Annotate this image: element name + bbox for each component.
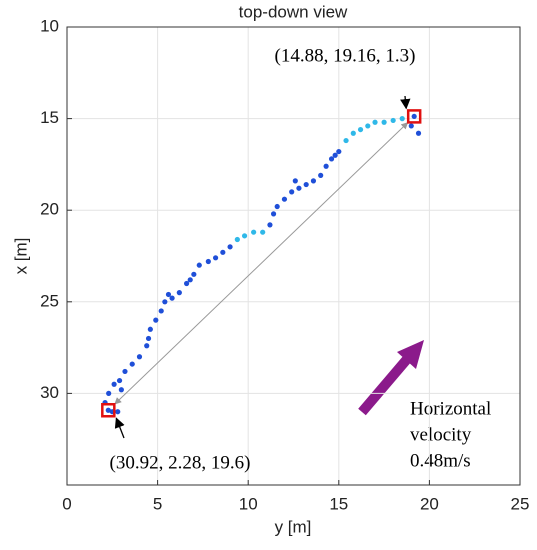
point bbox=[115, 409, 121, 415]
point bbox=[332, 152, 338, 158]
x-axis-label: y [m] bbox=[275, 517, 312, 536]
x-tick-label: 15 bbox=[329, 494, 348, 513]
point bbox=[111, 381, 117, 387]
point bbox=[205, 258, 211, 265]
x-tick-label: 20 bbox=[420, 494, 439, 513]
point bbox=[251, 229, 257, 235]
highlight-box bbox=[406, 109, 422, 124]
velocity-label: 0.48m/s bbox=[410, 450, 471, 471]
velocity-label: Horizontal bbox=[410, 398, 491, 419]
point bbox=[357, 126, 364, 133]
connector-arrow bbox=[114, 122, 409, 405]
point bbox=[234, 236, 240, 243]
point bbox=[381, 119, 387, 125]
point bbox=[122, 368, 128, 375]
point bbox=[153, 317, 159, 323]
point bbox=[241, 233, 248, 239]
point bbox=[350, 130, 356, 136]
point bbox=[162, 299, 168, 305]
x-tick-label: 10 bbox=[239, 494, 258, 513]
point bbox=[372, 119, 378, 125]
point bbox=[296, 185, 302, 191]
point bbox=[169, 295, 175, 301]
velocity-arrow-shaft bbox=[358, 354, 412, 416]
point bbox=[408, 123, 414, 129]
y-tick-label: 25 bbox=[40, 291, 59, 310]
point bbox=[292, 178, 298, 184]
x-tick-label: 5 bbox=[153, 494, 162, 513]
chart-title: top-down view bbox=[239, 2, 348, 21]
highlight-point bbox=[411, 113, 417, 120]
point bbox=[220, 249, 226, 255]
point bbox=[415, 130, 422, 136]
y-axis-label: x [m] bbox=[11, 238, 30, 275]
annotation: (30.92, 2.28, 19.6) bbox=[110, 452, 251, 473]
y-tick-label: 20 bbox=[40, 200, 59, 219]
point bbox=[196, 262, 202, 268]
point bbox=[227, 244, 233, 250]
point bbox=[191, 271, 197, 277]
point bbox=[176, 290, 182, 296]
point bbox=[212, 255, 219, 261]
point bbox=[270, 211, 277, 217]
point bbox=[116, 377, 123, 384]
highlight-box bbox=[101, 403, 116, 418]
point bbox=[310, 178, 317, 184]
point bbox=[318, 172, 324, 178]
point bbox=[158, 308, 164, 314]
x-tick-label: 25 bbox=[511, 494, 530, 513]
point bbox=[336, 148, 342, 155]
point bbox=[106, 390, 112, 396]
point bbox=[303, 181, 309, 188]
plot-frame bbox=[66, 26, 521, 486]
point bbox=[187, 277, 193, 283]
y-tick-label: 15 bbox=[40, 108, 59, 127]
point bbox=[390, 117, 396, 124]
point bbox=[399, 116, 405, 122]
point bbox=[260, 229, 266, 235]
x-tick-label: 0 bbox=[62, 494, 71, 513]
velocity-arrow-head bbox=[397, 340, 424, 369]
annotation: (14.88, 19.16, 1.3) bbox=[275, 45, 416, 66]
point bbox=[274, 203, 280, 210]
point bbox=[343, 137, 349, 144]
point bbox=[183, 280, 190, 287]
point bbox=[145, 335, 152, 342]
point bbox=[144, 343, 150, 349]
y-tick-label: 30 bbox=[40, 383, 59, 402]
annotation-arrow bbox=[400, 95, 411, 110]
point bbox=[323, 163, 329, 169]
point bbox=[328, 156, 335, 162]
point bbox=[136, 354, 143, 360]
point bbox=[165, 291, 172, 298]
velocity-label: velocity bbox=[410, 424, 472, 445]
point bbox=[289, 189, 295, 195]
highlight-point bbox=[105, 407, 111, 413]
point bbox=[118, 387, 124, 393]
annotation-arrow bbox=[114, 417, 125, 439]
point bbox=[129, 361, 135, 367]
y-tick-label: 10 bbox=[40, 16, 59, 35]
point bbox=[147, 326, 153, 332]
point bbox=[267, 222, 273, 228]
point bbox=[365, 123, 371, 129]
point bbox=[281, 196, 288, 202]
